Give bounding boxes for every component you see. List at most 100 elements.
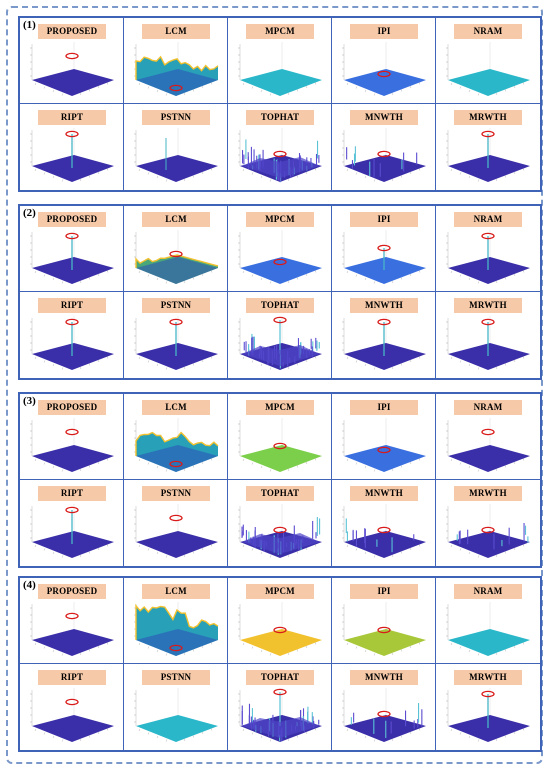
plot-cell: TOPHAT — [228, 664, 332, 750]
plot-cell: MNWTH — [332, 664, 436, 750]
surface-plot — [134, 128, 218, 182]
plot-cell: MNWTH — [332, 480, 436, 566]
surface-plot — [342, 688, 426, 742]
plot-cell: RIPT — [20, 292, 124, 378]
surface-plot — [446, 504, 530, 558]
method-title: MPCM — [246, 24, 314, 39]
method-title: LCM — [142, 400, 210, 415]
plot-cell: MRWTH — [436, 480, 540, 566]
group-label: (1) — [23, 19, 36, 31]
method-title: MNWTH — [350, 670, 418, 685]
surface-plot — [30, 504, 114, 558]
surface-plot — [238, 128, 322, 183]
surface-plot — [134, 230, 219, 284]
method-title: PROPOSED — [38, 212, 106, 227]
method-title: TOPHAT — [246, 486, 314, 501]
method-title: RIPT — [38, 670, 106, 685]
plot-cell: MRWTH — [436, 104, 540, 190]
plot-cell: MRWTH — [436, 292, 540, 378]
surface-plot — [134, 316, 218, 370]
surface-plot — [342, 316, 426, 370]
plot-cell: MPCM — [228, 206, 332, 292]
method-title: PROPOSED — [38, 24, 106, 39]
plot-cell: LCM — [124, 578, 228, 664]
surface-plot — [134, 504, 218, 558]
method-title: NRAM — [454, 24, 522, 39]
surface-plot — [30, 42, 114, 96]
plot-cell: RIPT — [20, 104, 124, 190]
plot-cell: PROPOSED — [20, 394, 124, 480]
method-title: IPI — [350, 24, 418, 39]
method-title: PROPOSED — [38, 400, 106, 415]
method-title: TOPHAT — [246, 670, 314, 685]
method-title: MRWTH — [454, 486, 522, 501]
surface-plot — [30, 316, 114, 370]
result-group: (3) PROPOSED LCM MPCM IPI NRAM RIPT PSTNN TOPHAT… — [18, 392, 542, 568]
surface-plot — [446, 128, 530, 182]
plot-cell: MPCM — [228, 18, 332, 104]
surface-plot — [238, 42, 322, 96]
plot-cell: LCM — [124, 18, 228, 104]
surface-plot — [238, 688, 322, 742]
surface-plot — [446, 230, 530, 284]
method-title: PROPOSED — [38, 584, 106, 599]
result-group: (2) PROPOSED LCM MPCM IPI NRAM RIPT PSTNN TOPHAT… — [18, 204, 542, 380]
surface-plot — [446, 688, 530, 742]
plot-cell: LCM — [124, 394, 228, 480]
method-title: MNWTH — [350, 486, 418, 501]
surface-plot — [238, 316, 322, 370]
surface-plot — [342, 418, 426, 472]
method-title: MNWTH — [350, 110, 418, 125]
plot-cell: MPCM — [228, 578, 332, 664]
plot-cell: PSTNN — [124, 480, 228, 566]
method-title: PSTNN — [142, 110, 210, 125]
method-title: MPCM — [246, 584, 314, 599]
plot-cell: MPCM — [228, 394, 332, 480]
plot-cell: TOPHAT — [228, 292, 332, 378]
result-group: (4) PROPOSED LCM MPCM IPI NRAM RIPT PSTNN TOPHAT… — [18, 576, 542, 752]
plot-cell: MRWTH — [436, 664, 540, 750]
plot-cell: PSTNN — [124, 292, 228, 378]
surface-plot — [30, 418, 114, 472]
surface-plot — [134, 602, 219, 656]
surface-plot — [342, 128, 426, 182]
plot-cell: IPI — [332, 206, 436, 292]
plot-cell: NRAM — [436, 578, 540, 664]
plot-cell: IPI — [332, 394, 436, 480]
method-title: MRWTH — [454, 670, 522, 685]
group-label: (3) — [23, 395, 36, 407]
method-title: IPI — [350, 400, 418, 415]
surface-plot — [238, 504, 322, 558]
method-title: PSTNN — [142, 298, 210, 313]
surface-plot — [342, 230, 426, 284]
method-title: NRAM — [454, 400, 522, 415]
surface-plot — [134, 688, 218, 742]
method-title: TOPHAT — [246, 110, 314, 125]
method-title: PSTNN — [142, 670, 210, 685]
plot-cell: PSTNN — [124, 664, 228, 750]
method-title: MRWTH — [454, 110, 522, 125]
surface-plot — [30, 602, 114, 656]
plot-cell: LCM — [124, 206, 228, 292]
method-title: MPCM — [246, 212, 314, 227]
method-title: NRAM — [454, 584, 522, 599]
method-title: RIPT — [38, 486, 106, 501]
plot-cell: NRAM — [436, 18, 540, 104]
result-group: (1) PROPOSED LCM MPCM IPI NRAM RIPT PSTNN TOPHAT… — [18, 16, 542, 192]
surface-plot — [134, 418, 219, 472]
method-title: LCM — [142, 584, 210, 599]
surface-plot — [446, 602, 530, 656]
plot-cell: TOPHAT — [228, 480, 332, 566]
method-title: LCM — [142, 212, 210, 227]
method-title: MPCM — [246, 400, 314, 415]
surface-plot — [342, 602, 426, 656]
plot-cell: MNWTH — [332, 104, 436, 190]
plot-cell: PSTNN — [124, 104, 228, 190]
surface-plot — [446, 316, 530, 370]
surface-plot — [30, 688, 114, 742]
surface-plot — [342, 42, 426, 96]
surface-plot — [30, 230, 114, 284]
plot-cell: TOPHAT — [228, 104, 332, 190]
method-title: NRAM — [454, 212, 522, 227]
method-title: TOPHAT — [246, 298, 314, 313]
